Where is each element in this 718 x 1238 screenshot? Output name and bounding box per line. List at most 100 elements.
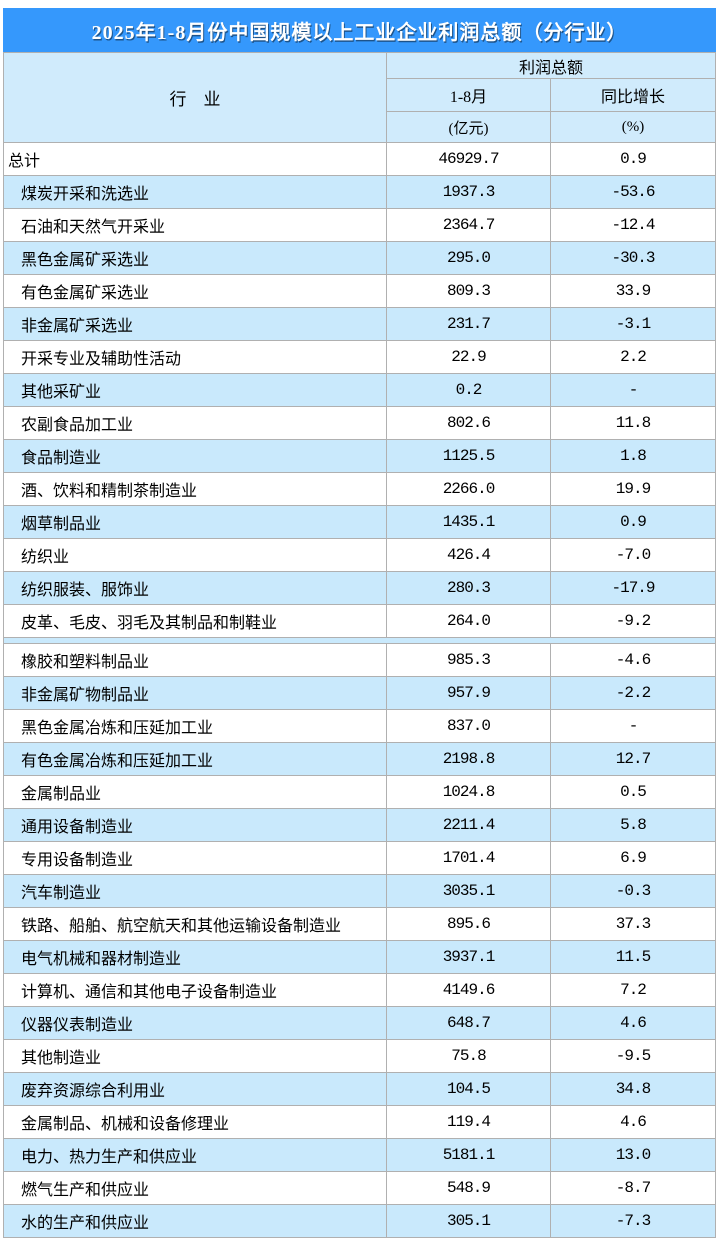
industry-cell: 酒、饮料和精制茶制造业 <box>4 473 387 505</box>
industry-cell: 其他制造业 <box>4 1040 387 1072</box>
industry-cell: 金属制品业 <box>4 776 387 808</box>
header-units-row: (亿元) (%) <box>387 112 715 142</box>
table-body: 总计 46929.7 0.9 煤炭开采和洗选业 1937.3 -53.6 石油和天然气开采业… <box>4 143 715 1238</box>
industry-cell: 专用设备制造业 <box>4 842 387 874</box>
profit-table: 行 业 利润总额 1-8月 同比增长 (亿元) (%) 总计 46929.7 0.9… <box>3 52 716 1238</box>
table-row: 水的生产和供应业 305.1 -7.3 <box>4 1205 715 1238</box>
growth-cell: 4.6 <box>620 1113 647 1131</box>
industry-cell: 有色金属冶炼和压延加工业 <box>4 743 387 775</box>
table-row: 有色金属矿采选业 809.3 33.9 <box>4 275 715 308</box>
table-row: 专用设备制造业 1701.4 6.9 <box>4 842 715 875</box>
table-row: 总计 46929.7 0.9 <box>4 143 715 176</box>
table-row: 计算机、通信和其他电子设备制造业 4149.6 7.2 <box>4 974 715 1007</box>
industry-cell: 橡胶和塑料制品业 <box>4 644 387 676</box>
profit-value-cell: 1701.4 <box>387 842 551 874</box>
growth-cell: 11.5 <box>615 948 651 966</box>
industry-cell: 食品制造业 <box>4 440 387 472</box>
page-title: 2025年1-8月份中国规模以上工业企业利润总额（分行业） <box>91 21 628 44</box>
growth-cell: 1.8 <box>620 447 647 465</box>
growth-cell: 6.9 <box>620 849 647 867</box>
table-row: 黑色金属矿采选业 295.0 -30.3 <box>4 242 715 275</box>
table-row: 铁路、船舶、航空航天和其他运输设备制造业 895.6 37.3 <box>4 908 715 941</box>
header-growth: 同比增长 <box>600 89 665 106</box>
growth-cell: 13.0 <box>615 1146 651 1164</box>
table-row: 酒、饮料和精制茶制造业 2266.0 19.9 <box>4 473 715 506</box>
table-row: 煤炭开采和洗选业 1937.3 -53.6 <box>4 176 715 209</box>
industry-cell: 废弃资源综合利用业 <box>4 1073 387 1105</box>
industry-cell: 计算机、通信和其他电子设备制造业 <box>4 974 387 1006</box>
composite-gap-sliver <box>4 638 715 644</box>
industry-cell: 黑色金属冶炼和压延加工业 <box>4 710 387 742</box>
industry-cell: 仪器仪表制造业 <box>4 1007 387 1039</box>
header-profit-total: 利润总额 <box>387 53 715 79</box>
header-industry: 行 业 <box>4 53 387 142</box>
growth-cell: -9.2 <box>615 612 651 630</box>
profit-value-cell: 1024.8 <box>387 776 551 808</box>
growth-cell: - <box>628 717 639 735</box>
profit-value-cell: 985.3 <box>387 644 551 676</box>
title-bar: 2025年1-8月份中国规模以上工业企业利润总额（分行业） <box>3 8 716 52</box>
growth-cell: -0.3 <box>615 882 651 900</box>
profit-value-cell: 280.3 <box>387 572 551 604</box>
table-row: 仪器仪表制造业 648.7 4.6 <box>4 1007 715 1040</box>
profit-value-cell: 837.0 <box>387 710 551 742</box>
industry-cell: 农副食品加工业 <box>4 407 387 439</box>
table-row: 通用设备制造业 2211.4 5.8 <box>4 809 715 842</box>
industry-cell: 铁路、船舶、航空航天和其他运输设备制造业 <box>4 908 387 940</box>
growth-cell: -8.7 <box>615 1179 651 1197</box>
header-unit-value: (亿元) <box>387 112 551 142</box>
growth-cell: -7.0 <box>615 546 651 564</box>
table-row: 有色金属冶炼和压延加工业 2198.8 12.7 <box>4 743 715 776</box>
growth-cell: -2.2 <box>615 684 651 702</box>
growth-cell: 33.9 <box>615 282 651 300</box>
growth-cell: 7.2 <box>620 981 647 999</box>
table-row: 橡胶和塑料制品业 985.3 -4.6 <box>4 644 715 677</box>
industry-cell: 水的生产和供应业 <box>4 1205 387 1237</box>
profit-value-cell: 648.7 <box>387 1007 551 1039</box>
profit-value-cell: 305.1 <box>387 1205 551 1237</box>
industry-cell: 其他采矿业 <box>4 374 387 406</box>
profit-value-cell: 22.9 <box>387 341 551 373</box>
growth-cell: 0.9 <box>620 513 647 531</box>
profit-value-cell: 957.9 <box>387 677 551 709</box>
profit-value-cell: 548.9 <box>387 1172 551 1204</box>
growth-cell: 34.8 <box>615 1080 651 1098</box>
table-row: 食品制造业 1125.5 1.8 <box>4 440 715 473</box>
profit-value-cell: 1125.5 <box>387 440 551 472</box>
table-row: 其他采矿业 0.2 - <box>4 374 715 407</box>
table-row: 废弃资源综合利用业 104.5 34.8 <box>4 1073 715 1106</box>
profit-value-cell: 426.4 <box>387 539 551 571</box>
profit-value-cell: 5181.1 <box>387 1139 551 1171</box>
industry-cell: 烟草制品业 <box>4 506 387 538</box>
industry-cell: 非金属矿物制品业 <box>4 677 387 709</box>
industry-cell: 石油和天然气开采业 <box>4 209 387 241</box>
growth-cell: 0.9 <box>620 150 647 168</box>
growth-cell: 4.6 <box>620 1014 647 1032</box>
profit-value-cell: 1937.3 <box>387 176 551 208</box>
table-row: 开采专业及辅助性活动 22.9 2.2 <box>4 341 715 374</box>
table-row: 电力、热力生产和供应业 5181.1 13.0 <box>4 1139 715 1172</box>
table-row: 非金属矿物制品业 957.9 -2.2 <box>4 677 715 710</box>
profit-value-cell: 231.7 <box>387 308 551 340</box>
industry-cell: 燃气生产和供应业 <box>4 1172 387 1204</box>
table-row: 黑色金属冶炼和压延加工业 837.0 - <box>4 710 715 743</box>
profit-value-cell: 2211.4 <box>387 809 551 841</box>
industry-cell: 汽车制造业 <box>4 875 387 907</box>
table-row: 石油和天然气开采业 2364.7 -12.4 <box>4 209 715 242</box>
industry-cell: 电力、热力生产和供应业 <box>4 1139 387 1171</box>
profit-value-cell: 46929.7 <box>387 143 551 175</box>
profit-value-cell: 1435.1 <box>387 506 551 538</box>
table-row: 其他制造业 75.8 -9.5 <box>4 1040 715 1073</box>
growth-cell: 19.9 <box>615 480 651 498</box>
growth-cell: -4.6 <box>615 651 651 669</box>
profit-value-cell: 0.2 <box>387 374 551 406</box>
growth-cell: - <box>628 381 639 399</box>
profit-value-cell: 75.8 <box>387 1040 551 1072</box>
industry-cell: 纺织业 <box>4 539 387 571</box>
profit-value-cell: 809.3 <box>387 275 551 307</box>
industry-cell: 有色金属矿采选业 <box>4 275 387 307</box>
growth-cell: -17.9 <box>611 579 655 597</box>
profit-value-cell: 2364.7 <box>387 209 551 241</box>
table-row: 电气机械和器材制造业 3937.1 11.5 <box>4 941 715 974</box>
